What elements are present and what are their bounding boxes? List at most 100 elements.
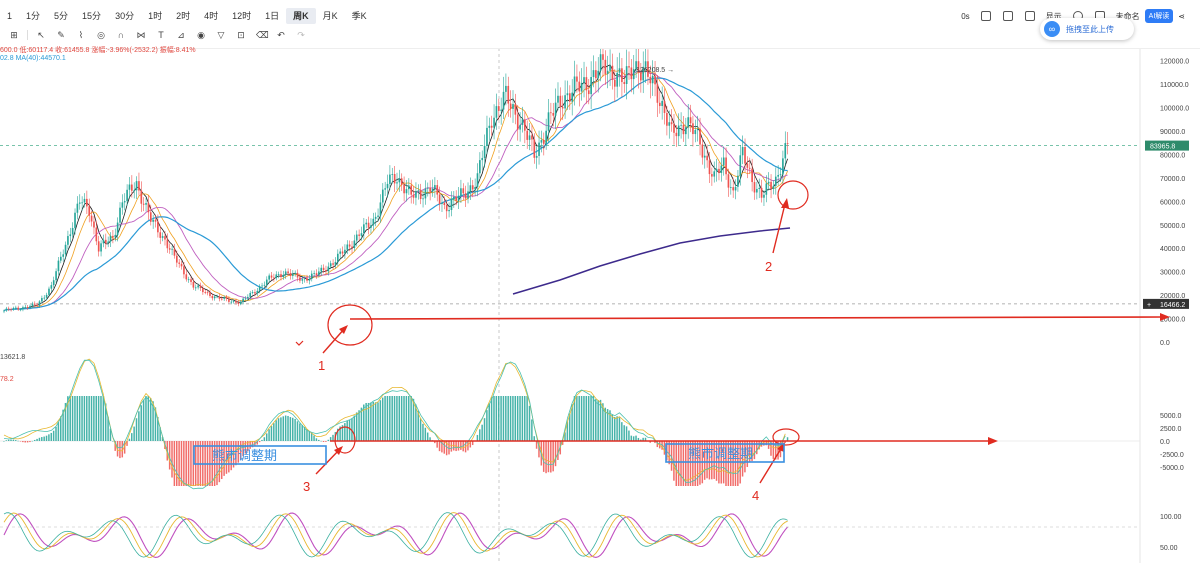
timeframe-15分[interactable]: 15分 [82,11,102,21]
macd-bar [26,441,29,443]
price-tick-label: 30000.0 [1160,270,1185,277]
magnet-icon[interactable]: ∩ [117,30,125,40]
pencil-icon[interactable]: ✎ [57,30,65,40]
macd-bar [538,441,540,458]
candle-body [17,307,20,310]
candle-body [412,194,415,198]
candle-body [391,174,394,175]
layout-name[interactable]: 未命名 [1115,11,1140,21]
candle-body [445,204,448,212]
pattern-icon[interactable]: ⋈ [136,30,146,40]
candle-body [500,109,502,111]
camera-icon[interactable] [980,11,991,21]
macd-bar [67,396,69,441]
undo-icon[interactable]: ↶ [277,30,285,40]
macd-bar [514,396,517,441]
measure-icon[interactable]: ⊿ [177,30,185,40]
candle-body [436,185,439,195]
upload-button[interactable]: ∞ 拖拽至此上传 [1040,18,1134,40]
macd-bar [566,421,569,441]
macd-bar [635,435,637,441]
timeframe-4时[interactable]: 4时 [204,11,219,21]
indicator-icon[interactable]: ⊞ [10,30,18,40]
macd-bar [142,399,145,441]
macd-bar [490,397,493,441]
ai-button[interactable]: AI解读 [1144,9,1174,23]
cloud-icon: ∞ [1044,21,1060,37]
timeframe-1时[interactable]: 1时 [148,11,163,21]
macd-bar [405,396,408,441]
cursor-icon[interactable]: ↖ [37,30,45,40]
macd-bar [732,441,734,486]
timeframe-1分[interactable]: 1分 [26,11,41,21]
fullscreen-icon[interactable] [1002,11,1013,21]
lock-icon[interactable]: ⊡ [237,30,245,40]
timeframe-1[interactable]: 1 [7,11,13,21]
timeframe-月K[interactable]: 月K [322,11,338,21]
candle-body [673,124,675,133]
high-label: 126208.5 → [636,67,674,74]
macd-tick-label: -5000.0 [1160,465,1184,472]
redo-icon[interactable]: ↷ [297,30,305,40]
candle-body [606,70,609,74]
macd-bar [185,441,187,486]
macd-bar [625,426,628,441]
candle-body [460,188,462,196]
timeframe-selector: 1 1分 5分 15分 30分 1时 2时 4时 12时 1日 周K 月K 季K [0,8,374,24]
candle-body [729,187,732,188]
candle-body [599,54,602,71]
candle-body [663,100,666,113]
macd-tick-label: 5000.0 [1160,413,1182,420]
timeframe-5分[interactable]: 5分 [54,11,69,21]
macd-bar [609,410,611,441]
brush-icon[interactable]: ⌇ [78,30,84,40]
macd-bar [592,396,595,441]
timeframe-1日[interactable]: 1日 [265,11,280,21]
share-icon[interactable]: ⋖ [1178,11,1185,21]
macd-bar [434,441,436,444]
candle-body [692,123,694,135]
macd-bar [147,396,150,441]
macd-bar [628,430,630,441]
timeframe-2时[interactable]: 2时 [176,11,191,21]
macd-bar [713,441,715,479]
macd-bar [308,431,311,441]
macd-bar [50,432,53,441]
macd-bar [64,402,67,441]
text-icon[interactable]: T [158,30,164,40]
macd-bar [180,441,183,486]
candle-body [422,198,424,200]
timeframe-12时[interactable]: 12时 [232,11,252,21]
eye-icon[interactable]: ◉ [197,30,205,40]
macd-bar [611,414,614,441]
macd-bar [379,400,382,441]
macd-bar [765,441,767,446]
display-button[interactable]: 显示 [1045,11,1062,21]
candle-body [171,248,173,250]
timeframe-季K[interactable]: 季K [351,11,367,21]
price-tick-label: 50000.0 [1160,223,1185,230]
candle-body [363,224,365,234]
timeframe-周K[interactable]: 周K [286,8,316,24]
candle-body [213,296,216,299]
candle-body [455,196,458,201]
macd-bar [114,441,116,451]
macd-bar [644,437,647,441]
macd-bar [237,441,240,463]
macd-bar [571,404,573,441]
target-icon[interactable]: ◎ [97,30,105,40]
trash-icon[interactable]: ⌫ [256,30,269,40]
macd-bar [109,428,112,441]
macd-bar [426,432,429,441]
macd-bar [502,396,505,441]
candle-body [457,195,460,201]
bell-icon[interactable] [1024,11,1035,21]
timeframe-30分[interactable]: 30分 [115,11,135,21]
macd-bar [500,396,502,441]
candle-body [680,124,682,126]
filter-icon[interactable]: ▽ [217,30,225,40]
candle-body [637,61,640,73]
seconds-label[interactable]: 0s [961,11,970,21]
macd-bar [403,396,405,441]
